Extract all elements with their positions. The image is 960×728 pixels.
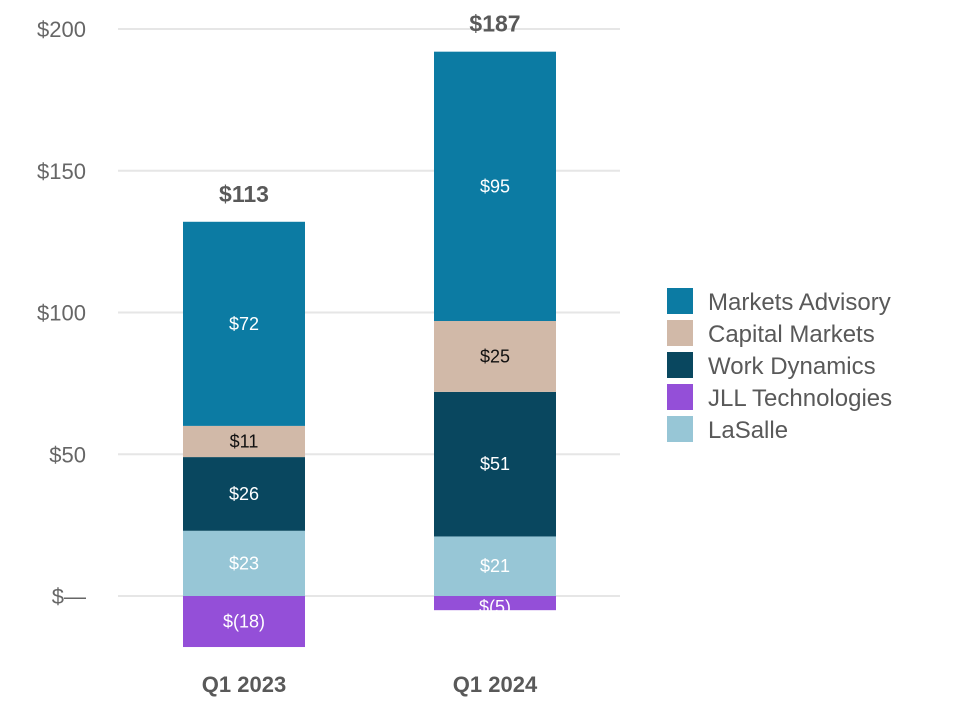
legend-label: LaSalle (708, 417, 788, 444)
legend-label: JLL Technologies (708, 385, 892, 412)
bar-segment (434, 321, 556, 392)
legend-swatch (667, 320, 693, 346)
x-tick-label: Q1 2024 (453, 672, 538, 697)
data-label: $(18) (223, 612, 265, 632)
bar-segment (434, 596, 556, 611)
y-tick-label: $— (52, 584, 86, 609)
data-label: $26 (229, 484, 259, 504)
data-label: $(5) (479, 597, 511, 617)
data-label: $11 (230, 431, 259, 451)
bar-segment (183, 530, 305, 596)
y-tick-label: $50 (49, 442, 86, 467)
legend-swatch (667, 384, 693, 410)
data-label: $51 (480, 454, 510, 474)
data-label: $95 (480, 176, 510, 196)
total-label: $113 (219, 181, 269, 207)
bar-segment (434, 51, 556, 322)
bar-segment (434, 391, 556, 537)
y-tick-label: $200 (37, 17, 86, 42)
bar-segment (183, 425, 305, 458)
data-label: $25 (480, 346, 510, 366)
legend-swatch (667, 288, 693, 314)
data-label: $23 (229, 553, 259, 573)
bar-segment (183, 457, 305, 531)
legend-label: Work Dynamics (708, 353, 876, 380)
data-label: $21 (480, 556, 510, 576)
bar-segment (183, 596, 305, 648)
y-tick-label: $100 (37, 301, 86, 326)
data-label: $72 (229, 314, 259, 334)
bar-segment (183, 221, 305, 426)
total-label: $187 (469, 11, 520, 37)
legend-label: Markets Advisory (708, 289, 891, 316)
legend-swatch (667, 352, 693, 378)
y-tick-label: $150 (37, 159, 86, 184)
legend-label: Capital Markets (708, 321, 875, 348)
x-tick-label: Q1 2023 (202, 672, 286, 697)
bar-segment (434, 536, 556, 596)
legend-swatch (667, 416, 693, 442)
